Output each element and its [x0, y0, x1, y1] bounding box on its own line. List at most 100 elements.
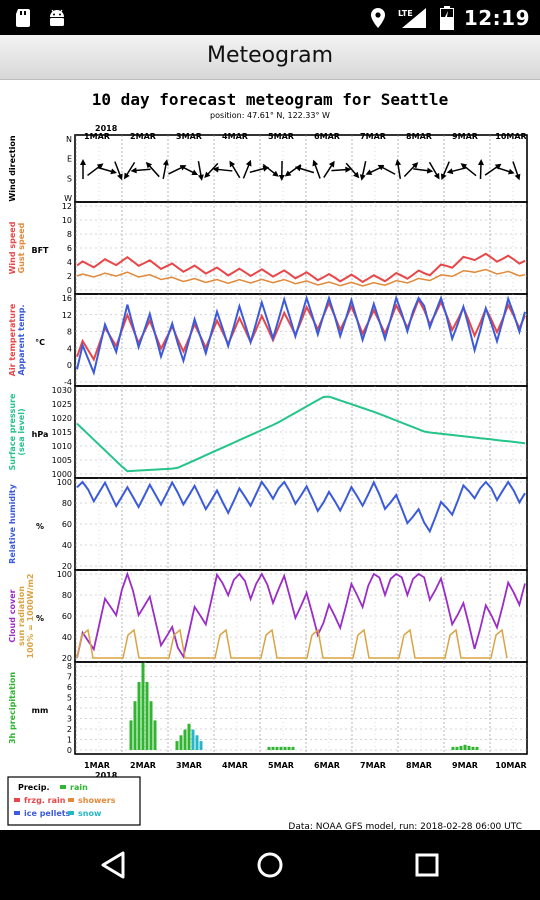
- precip-bar: [459, 745, 463, 750]
- wind-arrow: [331, 166, 352, 173]
- app-bar: Meteogram: [0, 35, 540, 80]
- status-bar: LTE 12:19: [0, 0, 540, 35]
- axis-label: Relative humidity: [8, 483, 17, 563]
- unit-label: hPa: [32, 430, 49, 439]
- y-tick-label: 80: [62, 591, 72, 600]
- signal-icon: LTE: [398, 8, 426, 28]
- precip-bar: [471, 746, 475, 750]
- wind-arrow-head: [117, 173, 123, 181]
- wind-arrow: [87, 163, 104, 177]
- wind-arrow: [294, 165, 315, 174]
- legend-swatch: [14, 811, 20, 815]
- wind-arrow: [377, 164, 396, 175]
- date-label: 1MAR: [84, 132, 110, 141]
- wind-arrow: [114, 161, 123, 181]
- precip-bar: [279, 746, 283, 750]
- y-tick-label: W: [64, 194, 72, 203]
- legend-item-label: snow: [78, 809, 102, 818]
- wind-arrow-head: [162, 159, 169, 166]
- date-label: 2MAR: [130, 761, 156, 770]
- wind-arrow: [477, 159, 484, 180]
- wind-arrow: [212, 166, 233, 173]
- wind-arrow: [179, 165, 199, 175]
- navigation-bar: [0, 830, 540, 900]
- y-tick-label: 12: [62, 311, 72, 320]
- battery-icon: [439, 6, 454, 30]
- wind-arrow: [123, 161, 136, 180]
- meteogram-image: 10 day forecast meteogram for Seattle po…: [0, 80, 540, 832]
- y-tick-label: 1020: [52, 414, 72, 423]
- y-tick-label: 8: [67, 328, 72, 337]
- y-tick-label: 5: [67, 694, 72, 703]
- y-tick-label: 1030: [52, 386, 72, 395]
- y-tick-label: 4: [67, 344, 72, 353]
- legend-swatch: [68, 798, 74, 802]
- sd-card-icon: [16, 9, 30, 27]
- precip-bar: [271, 746, 275, 750]
- precip-bar: [187, 723, 191, 750]
- y-tick-label: 1015: [52, 428, 72, 437]
- wind-arrow: [204, 162, 219, 179]
- wind-arrow-head: [294, 165, 302, 172]
- y-tick-label: 4: [67, 704, 72, 713]
- wind-arrow: [145, 161, 160, 178]
- precip-bar: [275, 746, 279, 750]
- legend-item-label: frzg. rain: [24, 796, 66, 805]
- recents-button[interactable]: [409, 847, 445, 883]
- wind-arrow: [249, 165, 270, 174]
- legend-swatch: [14, 798, 20, 802]
- date-label: 8MAR: [406, 132, 432, 141]
- date-label: 1MAR: [84, 761, 110, 770]
- svg-text:LTE: LTE: [398, 9, 413, 18]
- y-tick-label: 20: [62, 654, 72, 663]
- wind-arrow-head: [508, 168, 515, 175]
- date-label: 9MAR: [452, 761, 478, 770]
- home-button[interactable]: [252, 847, 288, 883]
- wind-arrow: [162, 159, 169, 179]
- wind-arrow: [323, 160, 335, 178]
- date-label: 2MAR: [130, 132, 156, 141]
- year-bottom: 2018: [95, 771, 118, 780]
- chart-title: 10 day forecast meteogram for Seattle: [92, 90, 448, 109]
- wind-arrow: [440, 161, 450, 181]
- precip-bar: [467, 745, 471, 750]
- wind-arrow-head: [345, 166, 352, 173]
- back-button[interactable]: [95, 847, 131, 883]
- wind-arrow-head: [312, 159, 319, 167]
- y-tick-label: 0: [67, 746, 72, 755]
- wind-arrow-head: [145, 161, 153, 169]
- y-tick-label: 40: [62, 541, 72, 550]
- y-tick-label: 6: [67, 683, 72, 692]
- wind-arrow-head: [229, 160, 236, 168]
- wind-arrow: [130, 167, 151, 174]
- wind-arrow-head: [433, 172, 440, 180]
- y-tick-label: 60: [62, 612, 72, 621]
- wind-arrow: [197, 161, 204, 181]
- precip-bar: [451, 746, 455, 750]
- location-icon: [370, 8, 385, 28]
- date-label: 3MAR: [176, 761, 202, 770]
- precip-bar: [267, 746, 271, 750]
- y-tick-label: 2: [67, 725, 72, 734]
- wind-arrow-head: [278, 174, 285, 181]
- precip-bar: [133, 701, 137, 750]
- date-label: 4MAR: [222, 132, 248, 141]
- date-label: 5MAR: [268, 761, 294, 770]
- date-label: 10MAR: [495, 761, 526, 770]
- y-tick-label: 8: [67, 662, 72, 671]
- unit-label: %: [36, 614, 44, 623]
- axis-label: Surface pressure: [8, 393, 17, 470]
- wind-arrow-head: [110, 168, 117, 175]
- precip-bar: [141, 662, 145, 750]
- page-title: Meteogram: [206, 43, 334, 68]
- legend-item-label: rain: [70, 783, 88, 792]
- wind-arrow-head: [80, 159, 86, 165]
- wind-arrow: [484, 163, 502, 176]
- date-label: 9MAR: [452, 132, 478, 141]
- precip-bar: [283, 746, 287, 750]
- series-cloud-cover: [76, 571, 526, 659]
- android-icon: [50, 9, 64, 26]
- axis-label: Wind speed: [8, 221, 17, 274]
- precip-bar: [129, 720, 133, 750]
- precip-bar: [463, 744, 467, 750]
